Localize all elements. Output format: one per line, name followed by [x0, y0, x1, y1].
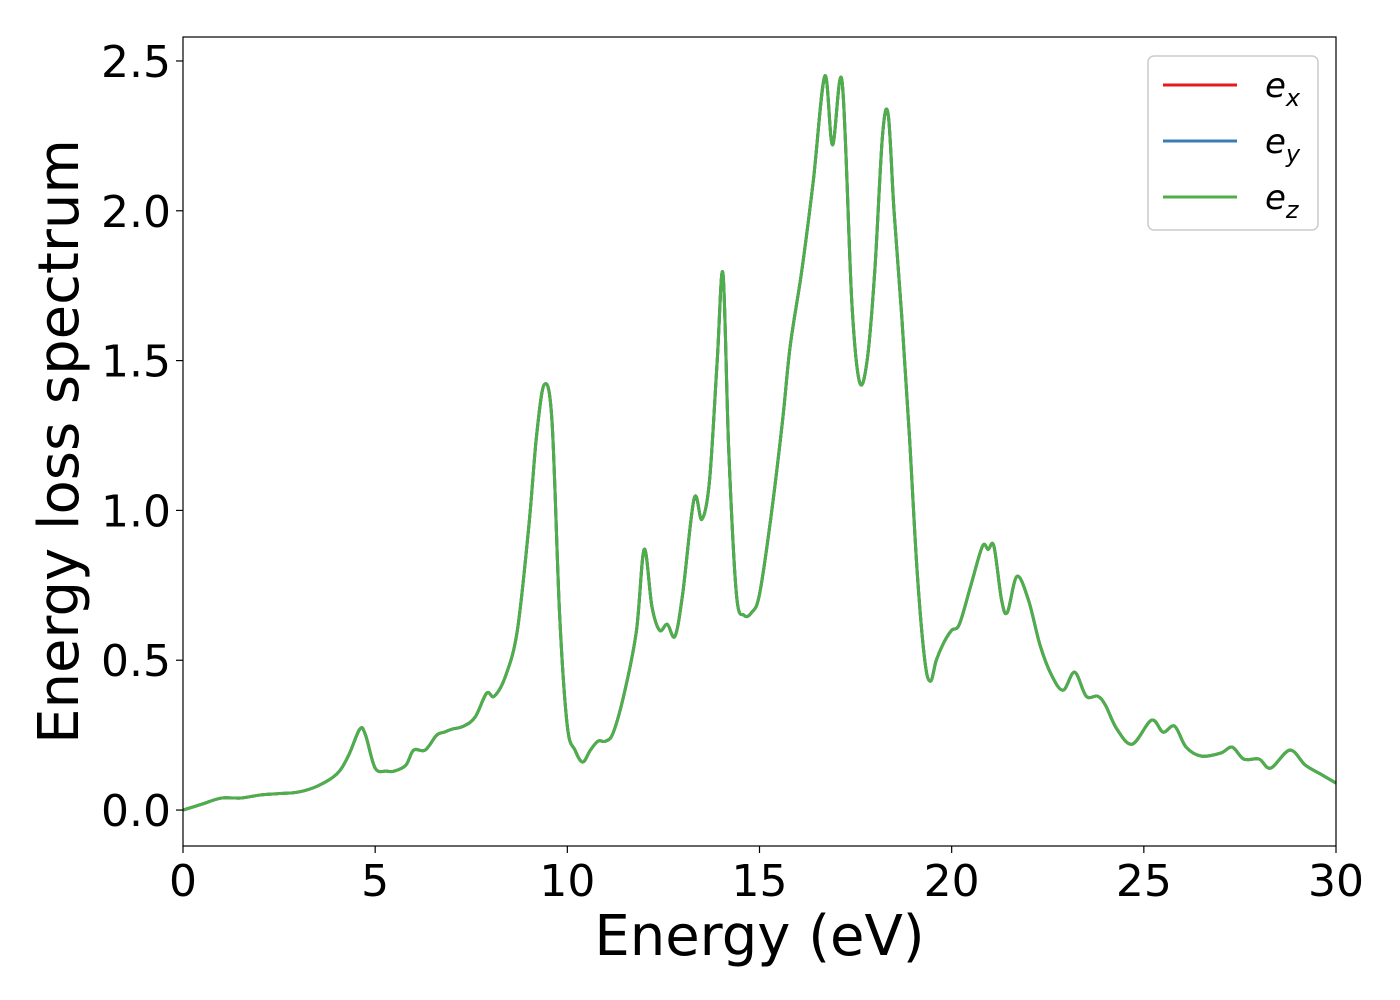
- legend: ex ey ez: [1147, 55, 1319, 231]
- legend-label: ez: [1265, 178, 1300, 224]
- x-tick-label: 20: [924, 856, 980, 907]
- y-tick-label: 1.0: [101, 486, 171, 537]
- y-axis-title: Energy loss spectrum: [27, 139, 92, 744]
- series-line-e-z: [182, 74, 1337, 812]
- x-tick-label: 30: [1308, 856, 1364, 907]
- y-tick-label: 2.0: [101, 187, 171, 238]
- series-layer: [182, 74, 1337, 812]
- x-axis: 0 5 10 15 20 25 30: [169, 846, 1364, 907]
- legend-label: ey: [1265, 122, 1301, 168]
- x-tick-label: 0: [169, 856, 197, 907]
- legend-box: [1147, 55, 1319, 231]
- y-axis: 0.0 0.5 1.0 1.5 2.0 2.5: [101, 37, 183, 837]
- x-tick-label: 15: [732, 856, 788, 907]
- x-tick-label: 10: [539, 856, 595, 907]
- x-tick-label: 5: [361, 856, 389, 907]
- legend-label: ex: [1265, 66, 1301, 112]
- x-tick-label: 25: [1116, 856, 1172, 907]
- y-tick-label: 1.5: [101, 337, 171, 388]
- y-tick-label: 0.0: [101, 786, 171, 837]
- y-tick-label: 2.5: [101, 37, 171, 88]
- x-axis-title: Energy (eV): [594, 904, 924, 969]
- y-tick-label: 0.5: [101, 636, 171, 687]
